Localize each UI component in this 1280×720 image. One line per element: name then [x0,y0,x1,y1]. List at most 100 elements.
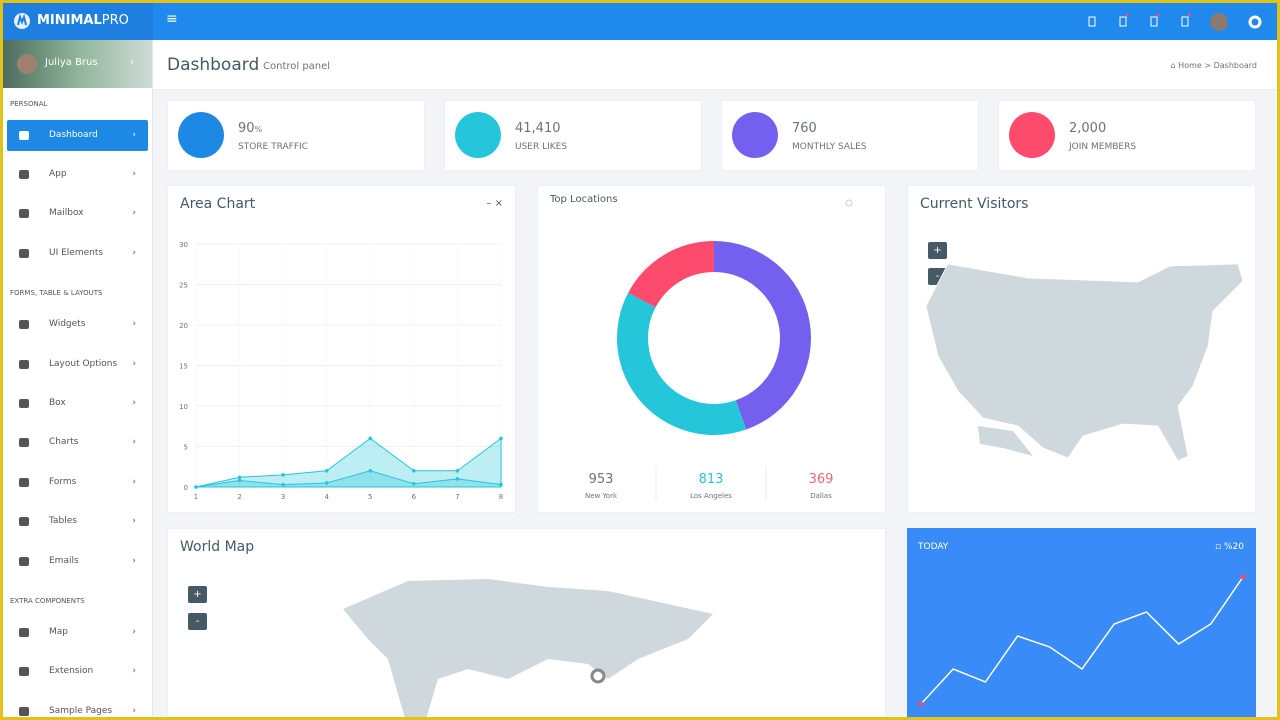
y-tick-label: 30 [179,241,188,249]
nav-item[interactable]: UI Elements › [7,238,148,277]
nav-icon [19,359,29,369]
stat-label: STORE TRAFFIC [238,142,308,152]
point [368,469,373,473]
nav-item[interactable]: Map › [7,617,148,656]
x-tick-label: 3 [281,493,285,501]
point [455,477,460,481]
continents [343,579,713,717]
nav-icon [19,209,29,219]
nav-item[interactable]: Sample Pages › [7,696,148,717]
svg-text:-: - [196,616,200,627]
nav-item[interactable]: Charts › [7,427,148,466]
category-label: New York [585,492,618,500]
stat-icon [1009,112,1055,158]
value-label: 813 [699,472,724,487]
donut-chart: 953 New York 813 Los Angeles 369 Dallas [585,199,853,501]
zoom-out[interactable] [188,613,207,630]
nav-item[interactable]: Forms › [7,467,148,506]
nav-item[interactable]: Widgets › [7,309,148,348]
avatar[interactable] [1210,13,1228,31]
brand-suffix: PRO [101,13,129,28]
value: 41,410 [515,121,561,136]
panel-tools[interactable]: – × [486,198,503,209]
nav-label: Box [49,397,66,408]
nav-item[interactable]: Box › [7,388,148,427]
icon[interactable] [1088,16,1096,27]
header-icons [1088,13,1262,31]
x-tick-label: 2 [237,493,241,501]
donut-segment[interactable] [628,241,714,308]
crumb: Dashboard [1213,61,1257,70]
stat-value: 90% [238,121,262,136]
nav-label: Sample Pages [49,705,113,716]
settings[interactable] [1248,15,1262,29]
user-avatar [17,54,37,74]
nav-item[interactable]: Extension › [7,656,148,695]
icon[interactable] [1150,16,1158,27]
point [499,482,503,487]
area-chart-panel: Area Chart – × 0 5 10 15 20 25 30 1 2 3 4 5 6 7 8 [167,185,516,513]
sidebar: Juliya Brus › PERSONAL Dashboard › App › Mailb… [3,40,153,717]
chevron: › [132,516,136,527]
nav-item[interactable]: Tables › [7,506,148,545]
point [324,481,329,485]
y-tick-label: 0 [184,484,188,492]
nav-label: UI Elements [49,247,104,258]
category-label: Dallas [810,492,832,500]
point [455,469,460,473]
zoom-in[interactable] [188,586,207,603]
y-tick-label: 5 [184,444,188,452]
marker[interactable] [590,668,606,684]
today-badge: ▫ %20 [1215,542,1244,552]
nav-section: PERSONAL [10,100,48,108]
breadcrumb: ⌂ Home > Dashboard [1170,61,1257,70]
nav-icon [19,131,29,140]
value-label: 953 [589,472,614,487]
x-tick-label: 6 [412,493,417,501]
user-panel[interactable]: Juliya Brus › [3,40,152,88]
panel-title: Top Locations [550,194,618,205]
chevron: › [132,626,136,637]
donut-segment[interactable] [617,292,747,436]
chevron: › [132,397,136,408]
nav-item[interactable]: Mailbox › [7,198,148,237]
today-label: TODAY [918,542,949,552]
nav-icon [19,248,29,258]
visitors-panel: Current Visitors + - [907,185,1256,513]
nav-item[interactable]: App › [7,159,148,198]
panel-title: Current Visitors [920,196,1029,212]
stat-card: 760 MONTHLY SALES [721,100,979,171]
stat-icon [455,112,501,158]
nav-item[interactable]: Dashboard › [7,120,148,151]
zoom-in[interactable] [928,242,947,259]
svg-text:+: + [933,245,941,256]
x-tick-label: 8 [499,493,503,501]
stat-label: MONTHLY SALES [792,142,867,152]
point [1240,574,1246,580]
us-map: + - [925,242,1244,462]
point [412,481,416,486]
chevron: › [130,57,134,68]
crumb[interactable]: Home [1178,61,1202,70]
nav-icon [19,517,29,527]
svg-text:+: + [193,589,201,600]
chevron: › [132,476,136,487]
point [237,475,242,480]
stat-value: 760 [792,121,817,136]
icon[interactable] [1181,16,1189,27]
icon[interactable] [1119,16,1127,27]
nav-label: Layout Options [49,358,118,369]
chevron: › [132,437,136,448]
nav-icon [19,170,29,179]
menu-toggle[interactable]: ≡ [166,11,178,27]
chevron: › [132,208,136,219]
nav-item[interactable]: Layout Options › [7,349,148,388]
donut-segment[interactable] [714,241,811,430]
nav-item[interactable]: Emails › [7,546,148,585]
nav-label: Widgets [49,319,86,330]
top-bar: MINIMALPRO ≡ [3,3,1277,40]
x-tick-label: 1 [194,493,198,501]
point [281,482,285,487]
nav-icon [19,398,29,408]
